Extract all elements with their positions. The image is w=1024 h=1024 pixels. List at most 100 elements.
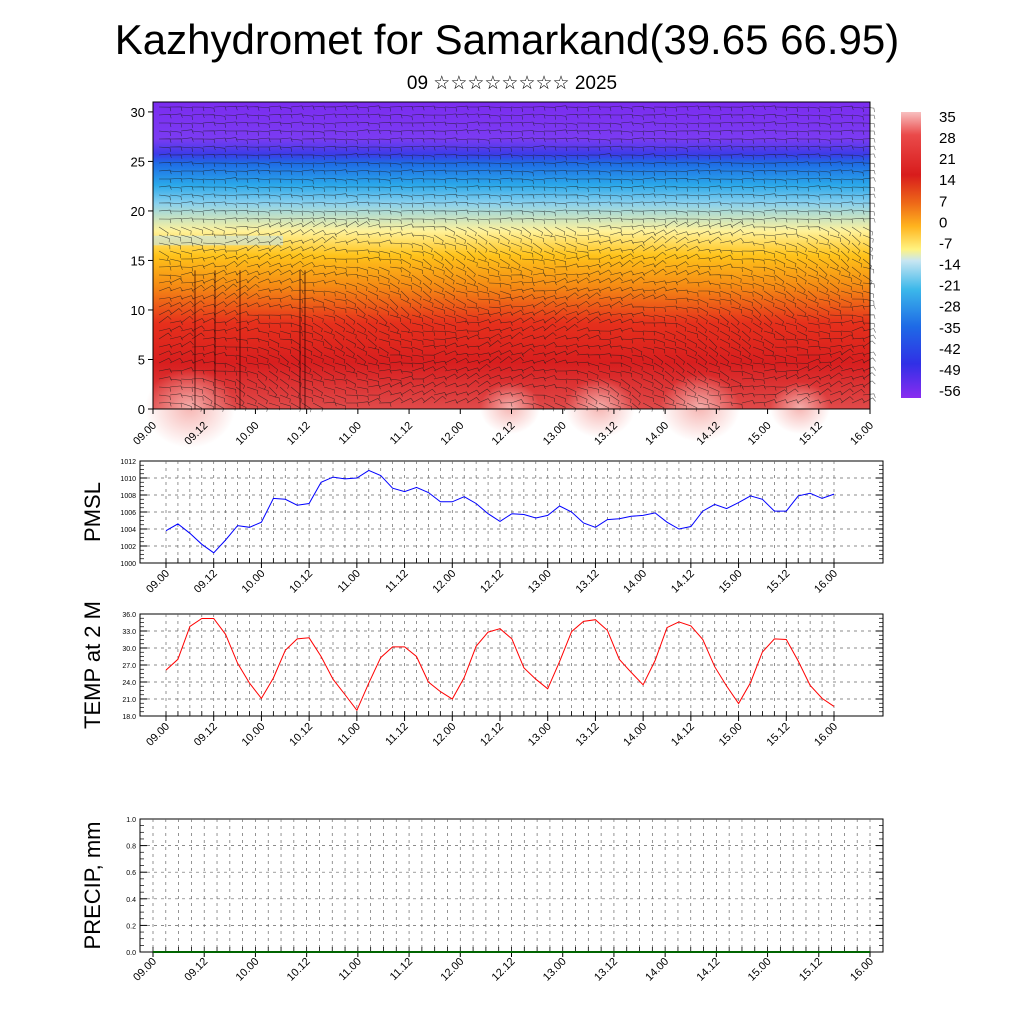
wind-barb — [829, 266, 841, 275]
wind-barb — [499, 106, 513, 112]
wind-barb — [389, 322, 399, 334]
wind-barb — [796, 146, 810, 151]
wind-barb — [543, 234, 556, 241]
wind-barb — [158, 302, 172, 308]
wind-barb — [400, 194, 413, 201]
wind-barb — [444, 218, 457, 225]
wind-barb — [752, 266, 766, 272]
wind-barb — [565, 106, 579, 112]
x-tick-label: 13.00 — [541, 956, 569, 984]
wind-barb — [785, 242, 797, 251]
wind-barb — [466, 274, 477, 286]
wind-barb — [576, 361, 590, 367]
wind-barb — [851, 305, 865, 310]
wind-barb — [158, 280, 172, 286]
wind-barb — [279, 286, 293, 292]
wind-barb — [851, 234, 861, 246]
wind-barb — [235, 209, 249, 215]
wind-barb — [730, 282, 742, 291]
wind-barb — [785, 106, 798, 112]
wind-barb — [697, 298, 709, 308]
wind-barb — [818, 146, 832, 152]
wind-barb — [587, 311, 601, 316]
wind-barb — [510, 274, 524, 279]
wind-barb — [807, 258, 818, 269]
wind-barb — [202, 114, 216, 119]
wind-barb — [499, 130, 513, 136]
wind-barb — [279, 137, 293, 142]
wind-barb — [576, 293, 590, 300]
wind-barb — [851, 368, 865, 373]
wind-barb — [587, 138, 601, 144]
wind-barb — [620, 346, 633, 353]
wind-barb — [664, 138, 678, 143]
y-tick-label: 27.0 — [122, 663, 136, 670]
wind-barb — [279, 294, 293, 300]
wind-barb — [829, 169, 843, 174]
wind-barb — [675, 386, 687, 396]
wind-barb — [312, 221, 326, 228]
wind-barb — [400, 298, 412, 308]
wind-barb — [697, 162, 710, 169]
wind-barb — [268, 338, 280, 348]
y-tick-label: 1006 — [120, 510, 136, 517]
wind-barb — [532, 369, 546, 374]
wind-barb — [433, 282, 444, 293]
wind-barb — [499, 226, 511, 235]
wind-barb — [521, 218, 535, 223]
wind-barb — [246, 154, 260, 160]
wind-barb — [741, 338, 752, 350]
wind-barb — [488, 250, 500, 259]
wind-barb — [818, 210, 831, 217]
wind-barb — [642, 162, 656, 168]
wind-barb — [477, 388, 491, 396]
wind-barb — [279, 221, 293, 228]
wind-barb — [279, 178, 293, 184]
wind-barb — [433, 210, 447, 215]
wind-barb — [565, 114, 579, 119]
wind-barb — [455, 226, 467, 235]
wind-barb — [686, 346, 697, 356]
wind-barb — [356, 217, 370, 222]
wind-barb — [741, 370, 753, 379]
wind-barb — [323, 362, 335, 371]
wind-barb — [587, 278, 601, 284]
wind-barb — [191, 113, 205, 118]
wind-barb — [158, 202, 172, 207]
wind-barb — [400, 232, 414, 238]
wind-barb — [279, 240, 293, 245]
wind-barb — [257, 137, 271, 143]
wind-barb — [246, 122, 260, 127]
wind-barb — [444, 193, 458, 199]
wind-barb — [851, 194, 865, 200]
wind-barb — [499, 350, 513, 356]
wind-barb — [257, 130, 271, 136]
wind-barb — [180, 315, 194, 324]
wind-barb — [664, 265, 678, 270]
wind-barb — [455, 298, 466, 308]
wind-barb — [829, 130, 843, 136]
wind-barb — [741, 218, 755, 223]
wind-barb — [719, 306, 731, 316]
wind-barb — [675, 270, 689, 276]
wind-barb — [323, 113, 337, 118]
wind-barb — [664, 162, 678, 168]
wind-barb — [488, 138, 502, 143]
wind-barb — [697, 271, 711, 276]
wind-barb — [785, 161, 799, 166]
wind-barb — [257, 194, 271, 199]
wind-barb — [169, 320, 183, 325]
wind-barb — [158, 250, 169, 261]
wind-barb — [444, 154, 458, 159]
wind-barb — [246, 106, 260, 111]
wind-barb — [235, 237, 249, 244]
wind-barb — [543, 122, 557, 128]
wind-barb — [697, 186, 711, 192]
wind-barb — [367, 113, 381, 119]
wind-barb — [257, 223, 271, 228]
wind-barb — [543, 332, 557, 340]
wind-barb — [741, 306, 753, 315]
wind-barb — [202, 106, 215, 113]
